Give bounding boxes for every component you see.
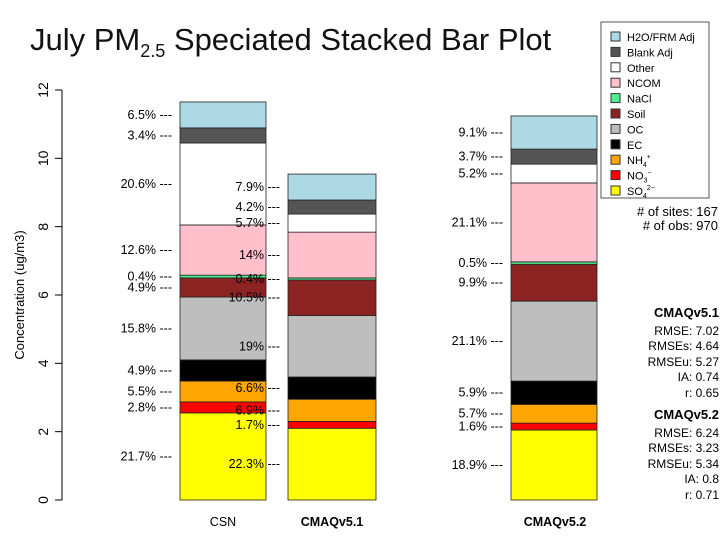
legend-entry: Soil	[627, 109, 645, 121]
bar-segment	[287, 398, 377, 422]
bar-segment	[510, 115, 598, 150]
legend-swatch	[610, 46, 621, 57]
pct-label: 7.9% ---	[236, 180, 280, 194]
pct-label: 5.2% ---	[459, 167, 503, 181]
pct-label: 1.6% ---	[459, 420, 503, 434]
y-tick-label: 4	[35, 359, 51, 367]
bar-segment	[179, 412, 267, 501]
pct-label: 0.4% ---	[236, 272, 280, 286]
pct-label: 22.3% ---	[229, 457, 280, 471]
pct-label: 9.1% ---	[459, 126, 503, 140]
bar-segment	[179, 142, 267, 226]
pct-label: 6.5% ---	[128, 108, 172, 122]
bar-segment	[287, 173, 377, 201]
legend-entry: Blank Adj	[627, 47, 673, 59]
pct-label: 3.7% ---	[459, 150, 503, 164]
bar-segment	[179, 359, 267, 382]
pct-label: 20.6% ---	[121, 177, 172, 191]
bar-segment	[287, 231, 377, 279]
legend-entry: EC	[627, 140, 642, 152]
legend-entry: NCOM	[627, 78, 661, 90]
pct-label: 2.8% ---	[128, 400, 172, 414]
y-tick-label: 0	[35, 496, 51, 504]
x-tick-label: CMAQv5.2	[524, 515, 587, 529]
pct-label: 21.7% ---	[121, 449, 172, 463]
bar-segment	[287, 199, 377, 215]
bar-segment	[179, 101, 267, 129]
pct-label: 5.9% ---	[459, 386, 503, 400]
pct-label: 14% ---	[239, 248, 280, 262]
pct-label: 6.6% ---	[236, 381, 280, 395]
pct-label: 18.9% ---	[452, 458, 503, 472]
bar-segment	[510, 380, 598, 405]
bar-segment	[510, 422, 598, 431]
pct-label: 6.9% ---	[236, 403, 280, 417]
pct-label: 9.9% ---	[459, 276, 503, 290]
stats-cmaq51: CMAQv5.1 RMSE: 7.02 RMSEs: 4.64 RMSEu: 5.2…	[647, 305, 719, 400]
bar-segment	[179, 224, 267, 276]
pct-label: 3.4% ---	[128, 128, 172, 142]
bar-segment	[287, 315, 377, 378]
bar-segment	[510, 163, 598, 184]
bar-segment	[510, 429, 598, 501]
x-tick-label: CSN	[210, 515, 236, 529]
bar-segment	[510, 148, 598, 165]
legend-swatch	[610, 31, 621, 42]
pct-label: 0.4% ---	[128, 270, 172, 284]
pct-label: 21.1% ---	[452, 334, 503, 348]
legend-entry: Other	[627, 63, 655, 75]
pct-label: 5.7% ---	[459, 407, 503, 421]
legend-entry: OC	[627, 124, 644, 136]
bar-segment	[179, 127, 267, 144]
legend-swatch	[610, 77, 621, 88]
legend-swatch	[610, 108, 621, 119]
legend-swatch	[610, 170, 621, 181]
bar-segment	[179, 296, 267, 361]
pct-label: 5.5% ---	[128, 385, 172, 399]
bar-segment	[287, 213, 377, 233]
bar-segment	[287, 279, 377, 316]
bar-segment	[287, 421, 377, 429]
legend-swatch	[610, 123, 621, 134]
legend-swatch	[610, 154, 621, 165]
obs-count: # of obs: 970	[642, 218, 718, 233]
chart-title: July PM2.5 Speciated Stacked Bar Plot	[30, 22, 552, 62]
pct-label: 4.9% ---	[128, 364, 172, 378]
pct-label: 12.6% ---	[121, 243, 172, 257]
bar-segment	[510, 263, 598, 302]
y-axis-label: Concentration (ug/m3)	[12, 230, 27, 359]
bar-segment	[287, 376, 377, 400]
pct-label: 4.9% ---	[128, 280, 172, 294]
sites-count: # of sites: 167	[637, 204, 718, 219]
y-tick-label: 8	[35, 223, 51, 231]
y-tick-label: 6	[35, 291, 51, 299]
pct-label: 0.5% ---	[459, 256, 503, 270]
legend-entry: H2O/FRM Adj	[627, 32, 695, 44]
bar-segment	[287, 427, 377, 501]
y-tick-label: 12	[35, 82, 51, 98]
x-tick-label: CMAQv5.1	[301, 515, 364, 529]
y-tick-label: 2	[35, 428, 51, 436]
pct-label: 15.8% ---	[121, 321, 172, 335]
legend-swatch	[610, 139, 621, 150]
site-counts: # of sites: 167 # of obs: 970	[600, 205, 718, 233]
pct-label: 21.1% ---	[452, 215, 503, 229]
bar-segment	[510, 403, 598, 424]
legend-entry: NaCl	[627, 94, 651, 106]
pct-label: 1.7% ---	[236, 418, 280, 432]
stats-cmaq52: CMAQv5.2 RMSE: 6.24 RMSEs: 3.23 RMSEu: 5.3…	[647, 407, 719, 502]
y-tick-label: 10	[35, 150, 51, 166]
pct-label: 4.2% ---	[236, 200, 280, 214]
legend-swatch	[610, 185, 621, 196]
pct-label: 19% ---	[239, 339, 280, 353]
bar-segment	[510, 182, 598, 263]
pct-label: 10.5% ---	[229, 291, 280, 305]
pct-label: 5.7% ---	[236, 216, 280, 230]
bar-segment	[510, 300, 598, 382]
legend-swatch	[610, 62, 621, 73]
legend-swatch	[610, 93, 621, 104]
